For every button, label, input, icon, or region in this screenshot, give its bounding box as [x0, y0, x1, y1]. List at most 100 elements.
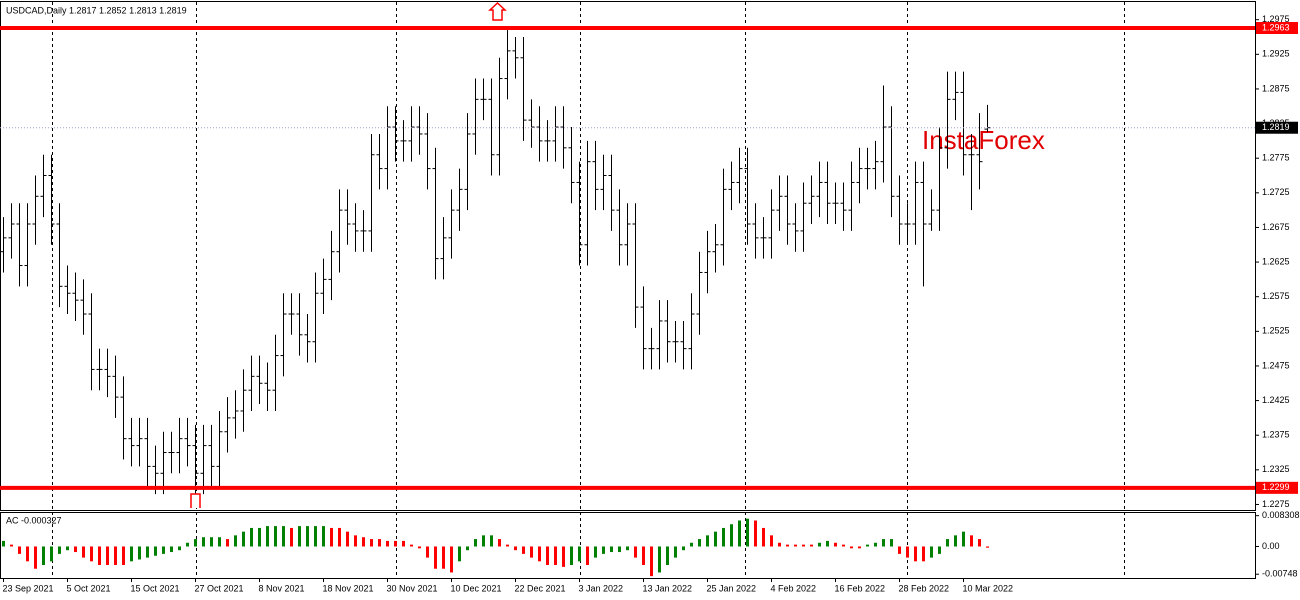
y-tick-label: 0.008308 [1262, 510, 1300, 520]
y-tick-label: 1.2575 [1262, 291, 1290, 301]
y-tick-label: 1.2375 [1262, 430, 1290, 440]
ac-bar [154, 546, 157, 556]
x-tick-label: 3 Jan 2022 [579, 583, 624, 593]
ac-bar [706, 535, 709, 547]
ac-bar [890, 539, 893, 547]
ac-bar [882, 539, 885, 547]
ac-bar [114, 546, 117, 566]
ac-bar [338, 527, 341, 547]
ac-bar [818, 542, 821, 547]
ac-bar [42, 546, 45, 566]
ac-bar [26, 546, 29, 562]
ac-bar [458, 546, 461, 562]
ac-bar [146, 546, 149, 558]
level-box [1256, 22, 1298, 35]
ac-bar [810, 544, 813, 547]
x-tick-label: 5 Oct 2021 [67, 583, 111, 593]
ac-bar [250, 527, 253, 547]
y-tick-label: 1.2325 [1262, 464, 1290, 474]
ac-bar [226, 539, 229, 547]
ac-bar [474, 539, 477, 547]
ac-bar [834, 542, 837, 547]
ac-bar [650, 546, 653, 577]
x-tick-label: 8 Nov 2021 [259, 583, 305, 593]
ac-bar [522, 546, 525, 554]
ac-bar [74, 546, 77, 553]
ac-bar [298, 526, 301, 547]
y-tick-label: 1.2925 [1262, 49, 1290, 59]
ac-bar [610, 546, 613, 553]
ac-bar [722, 527, 725, 547]
ac-bar [106, 546, 109, 566]
x-tick-label: 10 Mar 2022 [963, 583, 1014, 593]
x-tick-label: 4 Feb 2022 [771, 583, 817, 593]
current-price-label: 1.2819 [1262, 122, 1290, 132]
ac-bar [778, 542, 781, 547]
ac-bar [618, 546, 621, 553]
ac-bar [18, 546, 21, 554]
down-arrow [190, 493, 201, 508]
ac-bar [282, 526, 285, 547]
y-tick-label: 1.2625 [1262, 256, 1290, 266]
ac-bar [98, 546, 101, 566]
ac-bar [506, 544, 509, 547]
x-tick-label: 16 Feb 2022 [835, 583, 886, 593]
ac-bar [594, 546, 597, 558]
y-tick-label: 1.2675 [1262, 222, 1290, 232]
x-tick-label: 15 Oct 2021 [131, 583, 180, 593]
ac-bar [66, 546, 69, 551]
ac-bar [898, 546, 901, 554]
ac-bar [170, 546, 173, 553]
ac-bar [122, 546, 125, 566]
ac-bar [538, 546, 541, 562]
ac-bar [978, 539, 981, 547]
ac-bar [162, 546, 165, 554]
ac-bar [82, 546, 85, 558]
ac-bar [498, 539, 501, 547]
ac-bar [578, 546, 581, 562]
ac-bar [962, 531, 965, 547]
y-tick-label: 1.2275 [1262, 499, 1290, 509]
ac-bar [906, 546, 909, 558]
ac-bar [514, 546, 517, 551]
level-label: 1.2963 [1262, 22, 1290, 32]
ac-bar [194, 539, 197, 547]
ac-bar [306, 526, 309, 547]
x-tick-label: 23 Sep 2021 [3, 583, 54, 593]
ac-bar [938, 546, 941, 554]
ac-bar [410, 544, 413, 547]
ac-bar [290, 527, 293, 547]
ac-bar [914, 546, 917, 562]
up-arrow [488, 1, 507, 21]
ac-bar [450, 546, 453, 573]
ac-bar [586, 546, 589, 566]
x-tick-label: 13 Jan 2022 [643, 583, 693, 593]
ac-bar [826, 540, 829, 547]
x-tick-label: 18 Nov 2021 [323, 583, 374, 593]
ac-bar [378, 539, 381, 547]
ac-bar [762, 527, 765, 547]
ac-bar [802, 544, 805, 547]
y-tick-label: 1.2725 [1262, 187, 1290, 197]
ac-bar [266, 526, 269, 547]
ac-bar [186, 542, 189, 547]
ac-bar [90, 546, 93, 562]
plot: 1.29751.29251.28751.28251.27751.27251.26… [0, 14, 1300, 593]
x-tick-label: 28 Feb 2022 [899, 583, 950, 593]
ac-bar [466, 546, 469, 551]
ac-bar [770, 535, 773, 547]
level-box [1256, 481, 1298, 494]
ac-bar [258, 527, 261, 547]
ac-bar [218, 537, 221, 547]
ac-bar [658, 546, 661, 573]
ac-bar [866, 544, 869, 547]
ac-bar [698, 539, 701, 547]
current-price-box [1256, 121, 1298, 134]
ac-bar [10, 544, 13, 547]
ac-bar [370, 539, 373, 547]
ac-bar [402, 540, 405, 547]
ac-bar [362, 537, 365, 547]
x-tick-label: 25 Jan 2022 [707, 583, 757, 593]
ac-bar [530, 546, 533, 558]
